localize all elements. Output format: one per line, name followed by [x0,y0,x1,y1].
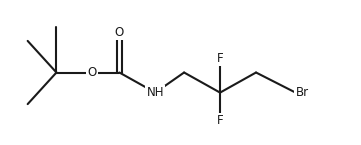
Text: NH: NH [147,86,164,99]
Text: O: O [115,26,124,39]
Text: F: F [217,52,223,65]
Text: F: F [217,114,223,127]
Text: O: O [88,66,97,79]
Text: Br: Br [296,86,309,99]
